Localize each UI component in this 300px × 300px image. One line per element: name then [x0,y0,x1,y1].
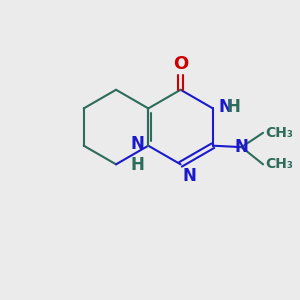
Text: H: H [130,156,144,174]
Text: H: H [226,98,240,116]
Text: N: N [235,138,248,156]
Text: N: N [182,167,196,184]
Text: O: O [173,55,188,73]
Text: N: N [130,135,144,153]
Text: CH₃: CH₃ [266,157,293,171]
Text: CH₃: CH₃ [266,126,293,140]
Text: N: N [218,98,232,116]
